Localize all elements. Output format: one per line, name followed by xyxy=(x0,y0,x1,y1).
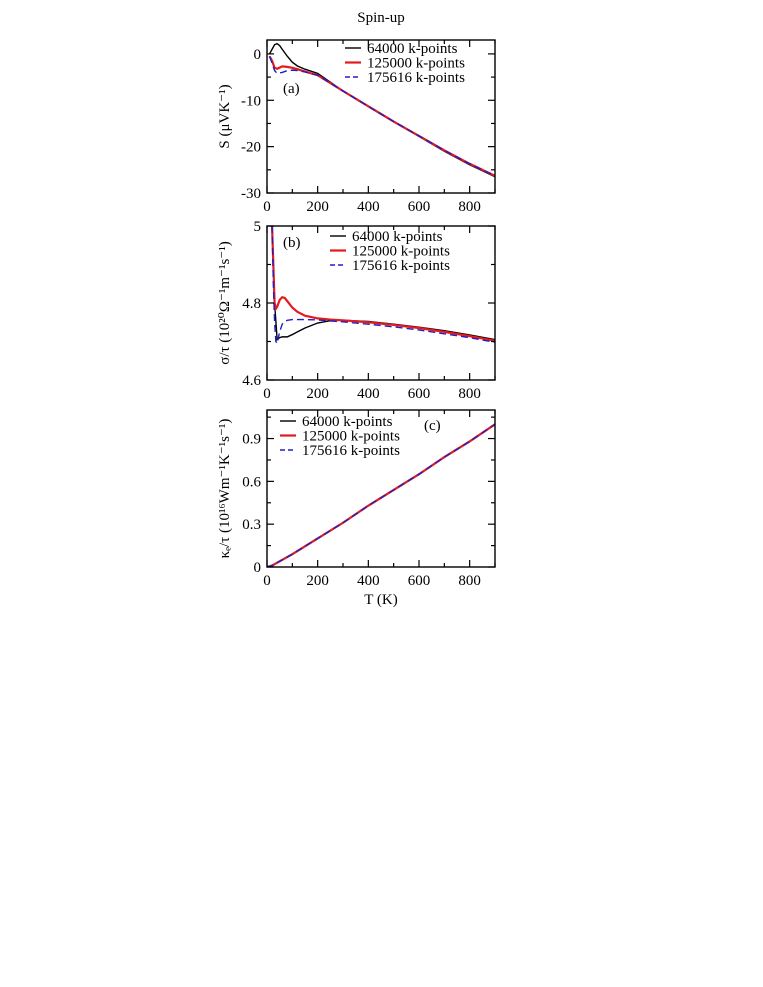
y-tick-label: 0.6 xyxy=(242,474,261,490)
y-tick-label: -30 xyxy=(241,186,261,202)
y-tick-label: 4.8 xyxy=(242,296,261,312)
chart-panel-1: 0 200 400 600 800 0 -10 -20 -30 S (μVK⁻¹) (a) 64000… xyxy=(217,39,496,215)
y-axis-label: σ/τ (10²⁰Ω⁻¹m⁻¹s⁻¹) xyxy=(217,241,233,364)
legend-label-3: 175616 k-points xyxy=(367,70,465,86)
x-tick-label: 400 xyxy=(357,386,380,402)
legend-label-2: 125000 k-points xyxy=(352,244,450,260)
x-tick-label: 400 xyxy=(357,573,380,589)
legend-label-3: 175616 k-points xyxy=(352,258,450,274)
legend-label-1: 64000 k-points xyxy=(302,414,393,430)
plot-frame xyxy=(266,409,496,568)
x-tick-label: 0 xyxy=(263,199,271,215)
y-tick-label: 5 xyxy=(254,219,262,235)
chart-panel-2: 0 200 400 600 800 4.6 4.8 5 σ/τ (10²⁰Ω⁻¹m⁻¹s⁻¹) (… xyxy=(217,219,496,402)
x-tick-label: 200 xyxy=(306,386,329,402)
y-tick-label: -10 xyxy=(241,93,261,109)
chart-panel-3: 0 200 400 600 800 0 0.3 0.6 0.9 κₑ/τ (10¹⁶Wm⁻¹K⁻¹… xyxy=(217,409,496,608)
x-tick-label: 0 xyxy=(263,573,271,589)
y-tick-label: 0 xyxy=(254,560,262,576)
figure-title: Spin-up xyxy=(357,10,405,26)
series-line-3 xyxy=(271,226,495,346)
plot-frame xyxy=(266,39,496,194)
legend-label-1: 64000 k-points xyxy=(352,229,443,245)
panel-label: (c) xyxy=(424,418,441,434)
y-tick-label: -20 xyxy=(241,140,261,156)
y-axis-label: κₑ/τ (10¹⁶Wm⁻¹K⁻¹s⁻¹) xyxy=(217,419,233,559)
x-tick-label: 200 xyxy=(306,573,329,589)
legend-label-3: 175616 k-points xyxy=(302,443,400,459)
series-line-2 xyxy=(270,226,495,342)
x-tick-label: 600 xyxy=(408,573,431,589)
x-tick-label: 800 xyxy=(458,573,481,589)
x-tick-label: 200 xyxy=(306,199,329,215)
series-line-3 xyxy=(267,423,495,567)
x-tick-label: 400 xyxy=(357,199,380,215)
x-tick-label: 800 xyxy=(458,386,481,402)
series-line-3 xyxy=(268,55,495,177)
legend-label-2: 125000 k-points xyxy=(302,429,400,445)
y-axis-label: S (μVK⁻¹) xyxy=(217,84,233,148)
x-tick-label: 600 xyxy=(408,199,431,215)
y-tick-label: 4.6 xyxy=(242,373,261,389)
y-tick-label: 0 xyxy=(254,47,262,63)
legend-label-2: 125000 k-points xyxy=(367,56,465,72)
y-tick-label: 0.9 xyxy=(242,432,261,448)
panel-label: (a) xyxy=(283,81,300,97)
x-tick-label: 0 xyxy=(263,386,271,402)
y-tick-label: 0.3 xyxy=(242,517,261,533)
panel-label: (b) xyxy=(283,235,301,251)
legend-label-1: 64000 k-points xyxy=(367,41,458,57)
x-tick-label: 800 xyxy=(458,199,481,215)
x-axis-label: T (K) xyxy=(364,592,397,608)
x-tick-label: 600 xyxy=(408,386,431,402)
